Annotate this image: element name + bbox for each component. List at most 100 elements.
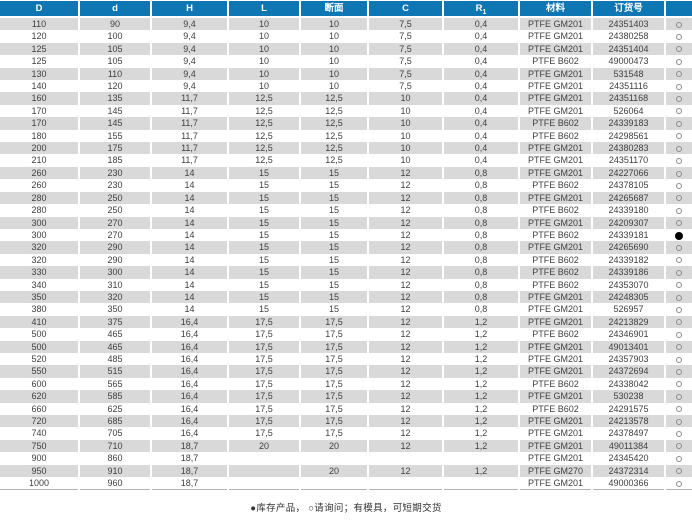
cell-R1: 1,2 <box>442 390 519 403</box>
cell-C: 12 <box>367 415 443 428</box>
cell-R1 <box>442 452 519 465</box>
cell-R1: 0,4 <box>442 104 519 118</box>
cell-order: 531548 <box>591 67 665 81</box>
on-request-icon <box>676 170 682 177</box>
table-row: 260 230 14 15 15 12 0,8 PTFE B602 24378105 <box>0 179 692 192</box>
cell-D: 125 <box>0 55 79 68</box>
table-row: 130 110 9,4 10 10 7,5 0,4 PTFE GM201 531548 <box>0 67 692 81</box>
cell-d: 230 <box>78 179 151 192</box>
cell-C: 7,5 <box>367 42 443 56</box>
cell-C: 10 <box>367 142 443 155</box>
cell-section: 20 <box>299 439 368 453</box>
cell-R1: 0,4 <box>442 67 519 81</box>
cell-section: 17,5 <box>299 340 368 353</box>
cell-d: 270 <box>78 228 151 242</box>
cell-section: 15 <box>299 216 368 229</box>
cell-D: 260 <box>0 179 79 192</box>
cell-order: 24380283 <box>591 142 665 155</box>
cell-R1: 0,4 <box>442 129 519 143</box>
cell-material: PTFE GM201 <box>518 216 592 229</box>
cell-section: 10 <box>299 80 368 93</box>
cell-L: 17,5 <box>227 427 300 440</box>
cell-d: 960 <box>78 477 151 491</box>
cell-section: 10 <box>299 30 368 43</box>
cell-order: 24209307 <box>591 216 665 229</box>
cell-material: PTFE GM201 <box>518 104 592 118</box>
table-row: 320 290 14 15 15 12 0,8 PTFE B602 24339182 <box>0 253 692 267</box>
cell-d: 175 <box>78 142 151 155</box>
cell-section: 12,5 <box>299 104 368 118</box>
cell-status <box>664 464 692 478</box>
cell-C: 12 <box>367 390 443 403</box>
cell-C: 12 <box>367 191 443 205</box>
cell-D: 280 <box>0 204 79 217</box>
table-row: 620 585 16,4 17,5 17,5 12 1,2 PTFE GM201 530238 <box>0 390 692 403</box>
cell-order: 24291575 <box>591 402 665 415</box>
cell-material: PTFE B602 <box>518 328 592 341</box>
cell-order: 530238 <box>591 390 665 403</box>
cell-order: 24346901 <box>591 328 665 341</box>
cell-L: 15 <box>227 204 300 217</box>
cell-status <box>664 439 692 453</box>
cell-D: 160 <box>0 92 79 105</box>
cell-L: 17,5 <box>227 328 300 341</box>
cell-status <box>664 278 692 291</box>
cell-D: 180 <box>0 129 79 143</box>
cell-section: 12,5 <box>299 154 368 167</box>
column-header-d: d <box>78 1 151 18</box>
cell-section: 12,5 <box>299 142 368 155</box>
table-row: 210 185 11,7 12,5 12,5 10 0,4 PTFE GM201 2435117… <box>0 154 692 167</box>
column-header-H: H <box>150 1 228 18</box>
cell-D: 140 <box>0 80 79 93</box>
cell-material: PTFE GM201 <box>518 17 592 31</box>
cell-H: 16,4 <box>150 415 228 428</box>
cell-L: 15 <box>227 278 300 291</box>
on-request-icon <box>676 319 682 326</box>
table-row: 350 320 14 15 15 12 0,8 PTFE GM201 24248305 <box>0 290 692 304</box>
cell-section: 17,5 <box>299 352 368 366</box>
cell-section: 10 <box>299 42 368 56</box>
cell-d: 585 <box>78 390 151 403</box>
cell-D: 380 <box>0 303 79 316</box>
cell-section: 20 <box>299 464 368 478</box>
cell-d: 105 <box>78 55 151 68</box>
cell-H: 18,7 <box>150 439 228 453</box>
cell-L <box>227 477 300 491</box>
cell-D: 110 <box>0 17 79 31</box>
cell-material: PTFE B602 <box>518 253 592 267</box>
column-header-D: D <box>0 1 79 18</box>
table-row: 750 710 18,7 20 20 12 1,2 PTFE GM201 49011384 <box>0 439 692 453</box>
cell-status <box>664 390 692 403</box>
table-row: 200 175 11,7 12,5 12,5 10 0,4 PTFE GM201 2438028… <box>0 142 692 155</box>
cell-L: 10 <box>227 67 300 81</box>
table-row: 125 105 9,4 10 10 7,5 0,4 PTFE B602 49000473 <box>0 55 692 68</box>
cell-L: 15 <box>227 303 300 316</box>
cell-C: 7,5 <box>367 80 443 93</box>
on-request-icon <box>676 431 682 438</box>
cell-section: 15 <box>299 204 368 217</box>
cell-C: 12 <box>367 439 443 453</box>
cell-D: 520 <box>0 352 79 366</box>
table-row: 500 465 16,4 17,5 17,5 12 1,2 PTFE GM201 4901340… <box>0 340 692 353</box>
column-header-R1: R1 <box>442 1 519 18</box>
cell-order: 24339186 <box>591 266 665 279</box>
on-request-icon <box>676 46 682 53</box>
cell-section: 15 <box>299 241 368 254</box>
cell-D: 1000 <box>0 477 79 491</box>
cell-H: 14 <box>150 191 228 205</box>
table-row: 120 100 9,4 10 10 7,5 0,4 PTFE GM201 24380258 <box>0 30 692 43</box>
cell-H: 14 <box>150 216 228 229</box>
cell-R1: 0,8 <box>442 278 519 291</box>
cell-d: 155 <box>78 129 151 143</box>
cell-L: 17,5 <box>227 390 300 403</box>
cell-d: 565 <box>78 377 151 391</box>
cell-status <box>664 179 692 192</box>
cell-material: PTFE GM201 <box>518 142 592 155</box>
on-request-icon <box>676 133 682 140</box>
cell-material: PTFE GM201 <box>518 92 592 105</box>
cell-d: 705 <box>78 427 151 440</box>
cell-R1: 0,8 <box>442 266 519 279</box>
cell-section: 17,5 <box>299 390 368 403</box>
